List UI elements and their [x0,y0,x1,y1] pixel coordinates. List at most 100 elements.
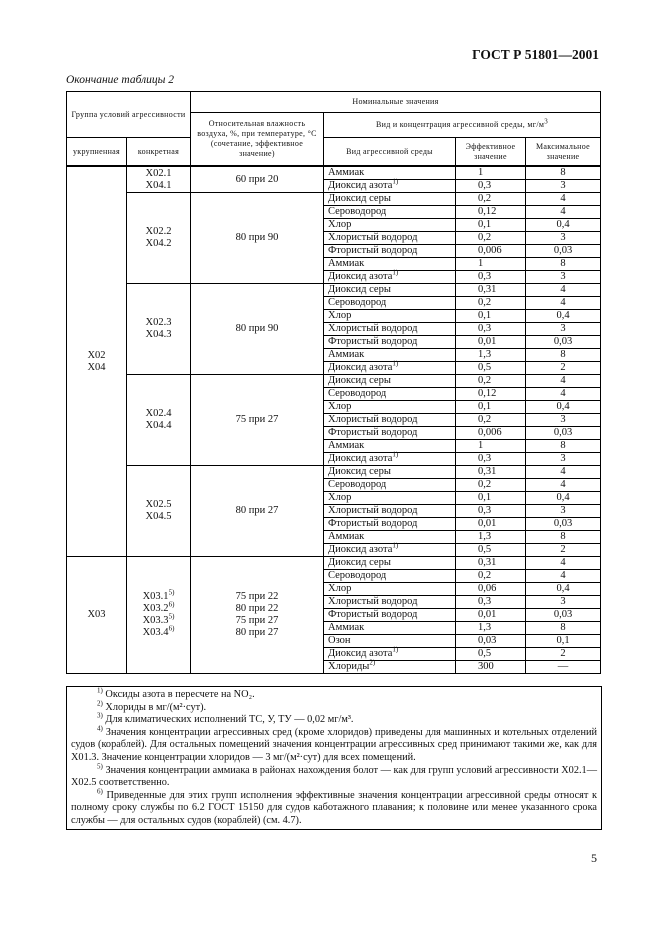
medium-name: Аммиак [328,531,365,542]
header-medium-type: Вид агрессивной среды [323,137,456,167]
specific-code-text: X03.2 [142,603,169,614]
maximum-value: 3 [524,231,602,245]
specific-code-text: X02.4 [145,408,172,419]
maximum-value: 4 [524,296,602,310]
medium-name: Фтористый водород [328,336,418,347]
table-row: Фтористый водород 0,01 0,03 [67,608,602,622]
medium-name: Хлор [328,219,352,230]
medium-name: Сероводород [328,479,387,490]
effective-value: 0,1 [455,218,526,232]
medium-name-cell: Хлор [323,309,456,323]
specific-group-cell: X02.2 X04.2 [126,192,191,284]
maximum-value: — [524,660,602,674]
table-row: Хлористый водород 0,3 3 [67,595,602,609]
table-row: Диоксид азота1) 0,5 2 [67,360,602,375]
medium-name-cell: Диоксид серы [323,465,456,479]
maximum-value: 3 [524,504,602,518]
table-row: Фтористый водород 0,01 0,03 [67,335,602,349]
maximum-value: 2 [524,361,602,375]
effective-value: 0,006 [455,244,526,258]
effective-value: 0,01 [455,517,526,531]
footnote-mark: 6) [97,787,103,796]
medium-name-cell: Хлористый водород [323,595,456,609]
specific-code-text: X02.3 [145,317,172,328]
maximum-value: 4 [524,283,602,297]
footnote-text: Приведенные для этих групп исполнения эф… [71,789,597,826]
table-row: Диоксид азота1) 0,5 2 [67,646,602,661]
effective-value: 1 [455,165,526,180]
effective-value: 0,2 [455,478,526,492]
footnote-ref: 5) [168,588,175,597]
table-row: Хлориды2) 300— [67,659,602,674]
medium-name-cell: Диоксид серы [323,192,456,206]
enlarged-group-cell: X02 X04 [66,165,127,557]
effective-value: 0,2 [455,192,526,206]
header-medium-concentration-text: Вид и концентрация агрессивной среды, мг… [376,120,545,129]
medium-name-cell: Диоксид серы [323,556,456,570]
table-row: Аммиак 1 8 [67,257,602,271]
humidity-value: 80 при 90 [235,323,279,334]
medium-name: Хлористый водород [328,323,418,334]
effective-value: 0,006 [455,426,526,440]
table-row: X03 X03.15) X03.26) X03.35) X03.46) 75 при 22… [66,556,602,674]
medium-name-cell: Сероводород [323,296,456,310]
specific-code-text: X03.1 [142,591,169,602]
specific-code: X02.4 [130,408,187,420]
table-row: Аммиак 1 8 [67,439,602,453]
medium-name: Хлористый водород [328,414,418,425]
specific-group-cell: X02.1 X04.1 [126,165,191,193]
specific-code: X02.5 [130,499,187,511]
specific-group-cell: X02.3 X04.3 [126,283,191,375]
maximum-value: 3 [524,322,602,336]
footnote: 6) Приведенные для этих групп исполнения… [71,787,597,828]
effective-value: 0,3 [455,179,526,193]
medium-name: Диоксид азота [328,453,393,464]
maximum-value: 4 [524,387,602,401]
maximum-value: 8 [524,165,602,180]
footnote-ref: 6) [168,600,175,609]
medium-name-cell: Озон [323,634,456,648]
specific-group-cell: X02.4 X04.4 [126,374,191,466]
specific-code: X03.15) [130,588,187,603]
medium-name-cell: Хлор [323,400,456,414]
medium-name-cell: Аммиак [323,257,456,271]
effective-value: 0,5 [455,647,526,661]
specific-code-text: X04.4 [145,420,172,431]
humidity-value: 60 при 20 [235,173,279,185]
effective-value: 0,12 [455,387,526,401]
medium-name-cell: Сероводород [323,205,456,219]
effective-value: 0,3 [455,322,526,336]
humidity-value: 80 при 22 [235,603,279,614]
effective-value: 1 [455,257,526,271]
table-caption: Окончание таблицы 2 [66,74,174,86]
maximum-value: 0,03 [524,608,602,622]
table-row: Аммиак 1,3 8 [67,530,602,544]
specific-code: X03.46) [130,625,187,639]
specific-code-text: X03.4 [142,627,169,638]
header-nominal: Номинальные значения [189,91,602,113]
footnote-mark: 3) [97,711,103,720]
medium-name: Диоксид азота [328,180,393,191]
footnote-text: Для климатических исполнений ТС, У, ТУ —… [105,714,354,726]
medium-name-cell: Хлор [323,218,456,232]
maximum-value: 0,03 [524,335,602,349]
medium-name-cell: Диоксид азота1) [323,451,456,466]
header-group: Группа условий агрессивности [66,91,191,138]
effective-value: 0,3 [455,504,526,518]
effective-value: 1,3 [455,621,526,635]
medium-name: Диоксид азота [328,362,393,373]
medium-name: Сероводород [328,206,387,217]
medium-name-cell: Фтористый водород [323,517,456,531]
header-maximum: Максимальное значение [524,137,602,167]
medium-name: Фтористый водород [328,609,418,620]
medium-name: Хлор [328,401,352,412]
maximum-value: 0,03 [524,517,602,531]
effective-value: 0,5 [455,543,526,557]
medium-name-cell: Фтористый водород [323,608,456,622]
specific-code: X04.1 [130,180,187,192]
maximum-value: 3 [524,179,602,193]
effective-value: 0,3 [455,595,526,609]
specific-code: X03.35) [130,613,187,627]
maximum-value: 0,4 [524,491,602,505]
medium-name: Хлористый водород [328,232,418,243]
